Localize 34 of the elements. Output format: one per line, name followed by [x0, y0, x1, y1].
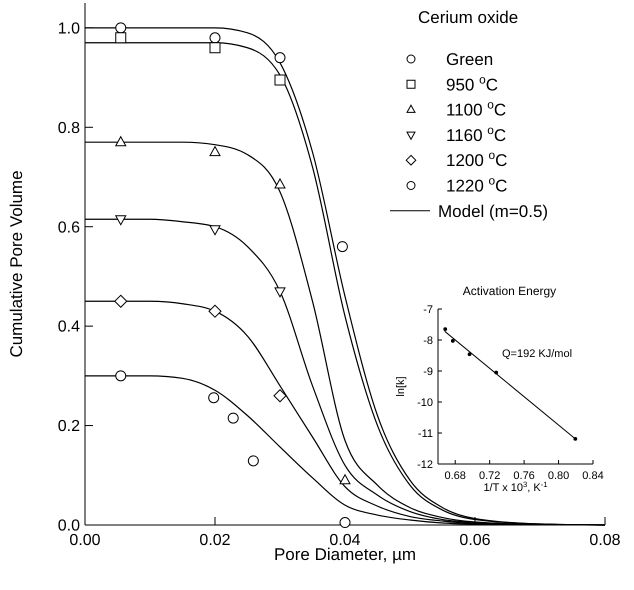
y-tick-label: -12 [417, 458, 433, 471]
y-axis-title: ln[k] [395, 376, 407, 397]
legend-label: Green [446, 50, 494, 69]
y-tick-label: -11 [418, 428, 433, 440]
x-tick-label: 0.72 [478, 470, 500, 482]
y-tick-label: 0.0 [58, 518, 80, 535]
legend-label: 1100 $^{o}$C [446, 98, 506, 120]
x-tick-label: 0.76 [513, 470, 535, 482]
legend-label: 950 $^{o}$C [446, 72, 498, 94]
y-tick-label: 0.2 [58, 418, 80, 436]
y-tick-label: -10 [417, 396, 433, 409]
x-tick-label: 0.06 [459, 532, 491, 549]
y-tick-label: -7 [423, 304, 433, 316]
legend-label: 1220 $^{o}$C [446, 174, 508, 196]
y-tick-label: -9 [423, 366, 433, 378]
y-tick-label: 0.4 [58, 318, 80, 336]
legend-title: Cerium oxide [418, 8, 518, 27]
y-axis-title: Cumulative Pore Volume [7, 170, 26, 358]
y-tick-label: 1.0 [58, 20, 80, 38]
x-tick-label: 0.08 [589, 532, 621, 549]
y-tick-label: 0.8 [58, 120, 80, 137]
x-axis-title: 1/T x 10$^{3}$, K$^{-1}$ [483, 480, 548, 494]
x-tick-label: 0.80 [548, 470, 570, 482]
chart-title: Activation Energy [462, 284, 556, 298]
y-tick-label: 0.6 [58, 219, 80, 236]
x-tick-label: 0.68 [444, 470, 466, 482]
x-tick-label: 0.84 [582, 470, 604, 482]
x-tick-label: 0.00 [69, 532, 101, 549]
legend-label: Model (m=0.5) [438, 202, 548, 221]
y-tick-label: -8 [423, 334, 433, 347]
annotation: Q=192 KJ/mol [502, 348, 572, 360]
legend-label: 1200 $^{o}$C [446, 148, 508, 170]
x-tick-label: 0.02 [199, 532, 231, 549]
legend-label: 1160 $^{o}$C [446, 122, 506, 145]
